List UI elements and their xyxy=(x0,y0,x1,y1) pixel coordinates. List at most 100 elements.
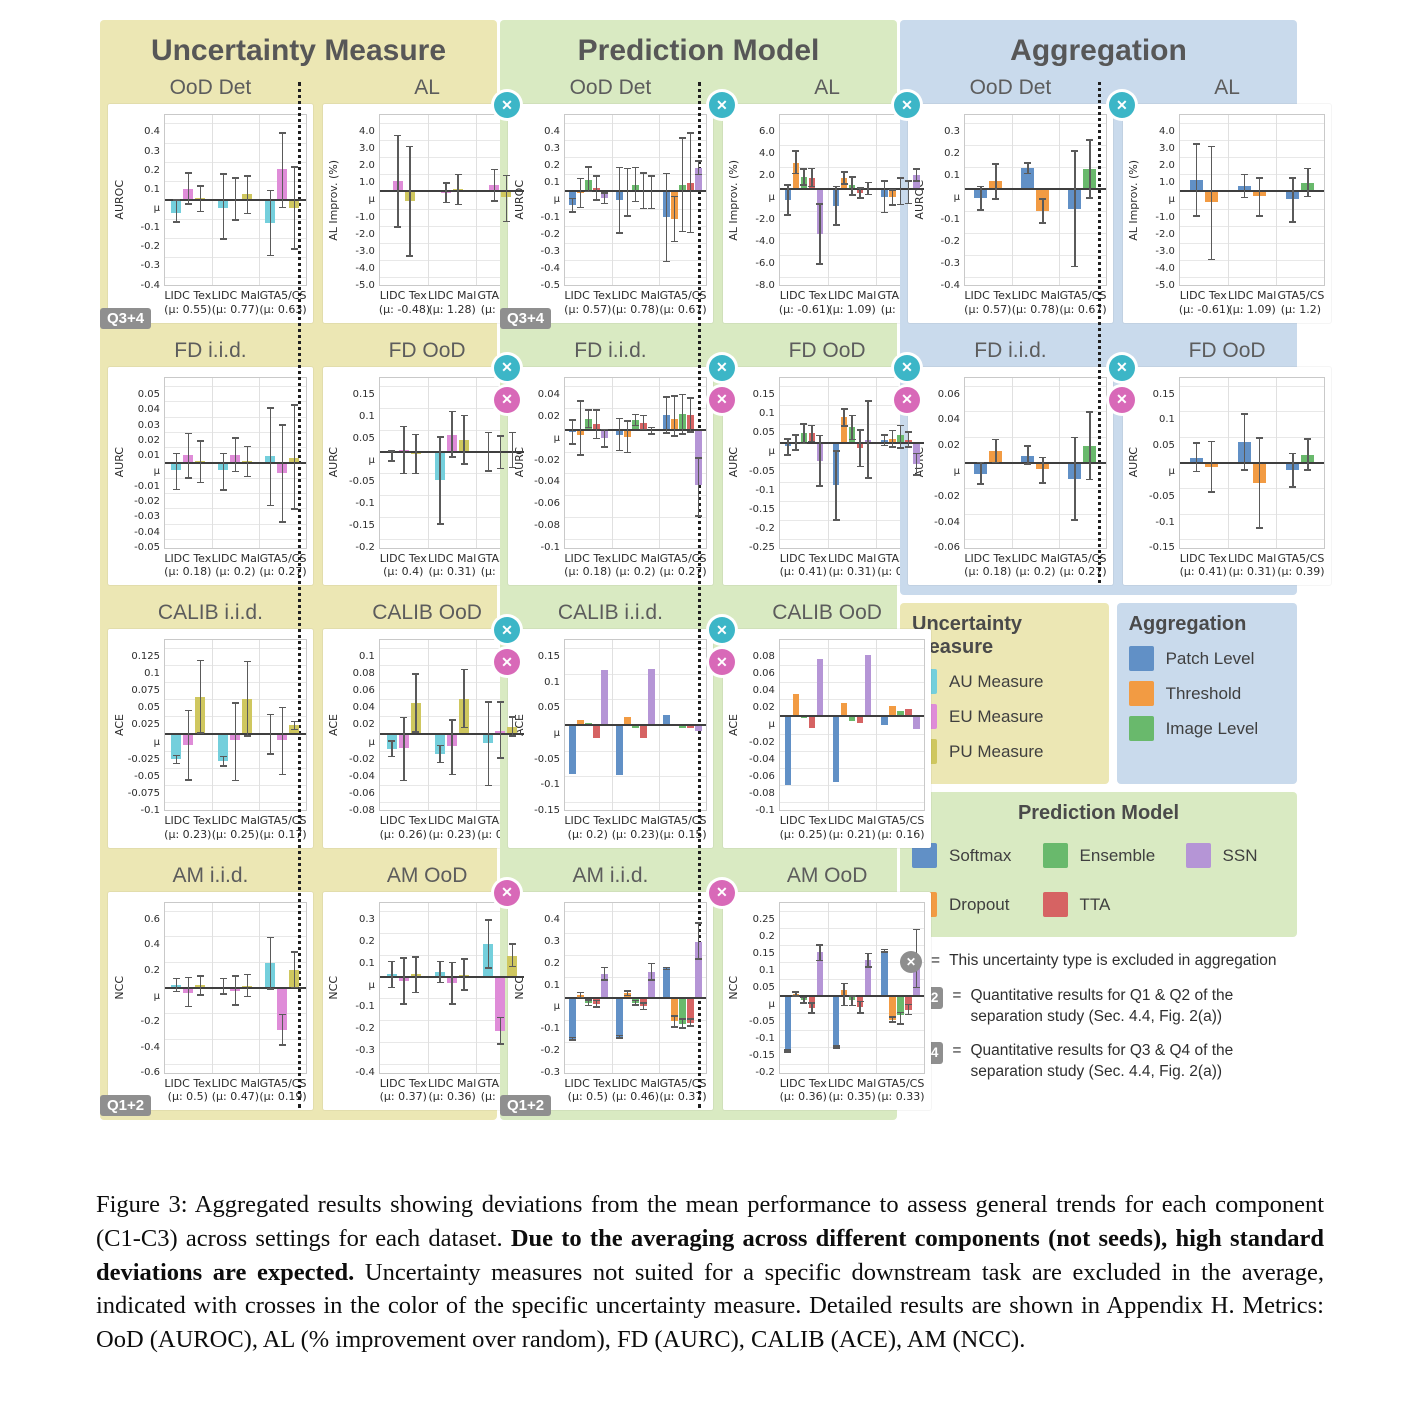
y-tick-label: -0.05 xyxy=(349,476,375,488)
gridline xyxy=(379,801,525,803)
error-bar-cap xyxy=(243,212,251,215)
error-bar-cap xyxy=(266,988,274,990)
error-bar xyxy=(187,173,190,204)
y-tick-label: 4.0 xyxy=(1158,126,1175,138)
error-bar xyxy=(246,974,249,997)
x-category-name: GTA5/CS xyxy=(1059,551,1107,565)
gridline xyxy=(476,902,478,1073)
error-bar-cap xyxy=(816,959,824,962)
y-axis: 0.1 0.08 0.06 0.04 0.02 μ -0.02 -0.04 -0.06 -0.08 xyxy=(341,639,379,815)
gridline xyxy=(828,640,830,810)
error-bar-cap xyxy=(592,199,600,201)
error-bar-cap xyxy=(243,660,251,663)
error-bar-cap xyxy=(1024,445,1032,447)
y-tick-label: 0.05 xyxy=(352,432,375,444)
error-bar xyxy=(603,429,606,448)
error-bar xyxy=(1195,443,1198,472)
error-bar xyxy=(451,962,453,1004)
error-bar xyxy=(571,1037,574,1040)
error-bar-cap xyxy=(888,189,896,191)
y-tick-label: 0.4 xyxy=(144,126,160,138)
error-bar-cap xyxy=(631,413,639,416)
y-tick-label: 0.3 xyxy=(358,913,375,925)
error-bar-cap xyxy=(888,1016,896,1018)
error-bar-cap xyxy=(647,979,655,981)
error-bar xyxy=(634,1000,637,1005)
gridline xyxy=(165,936,306,938)
gridline xyxy=(1179,488,1325,490)
x-category-label: LIDC Tex (μ: 0.37) xyxy=(379,1077,428,1105)
y-axis-label: AUROC xyxy=(512,114,526,286)
error-bar xyxy=(199,186,202,212)
error-bar xyxy=(843,983,845,1006)
chart-frame: ✕ NCC 0.25 0.2 0.15 0.1 0.05 μ -0.05 -0.1 -0.15 -0.… xyxy=(708,879,932,1110)
chart-title: AM i.i.d. xyxy=(572,863,649,887)
error-bar-cap xyxy=(436,523,444,525)
error-bar-cap xyxy=(231,779,239,782)
excluded-cyan-cross-icon: ✕ xyxy=(708,617,735,643)
y-tick-label: μ xyxy=(553,194,560,206)
mu-baseline xyxy=(379,190,525,193)
gridline xyxy=(565,157,706,159)
error-bar-cap xyxy=(848,414,856,417)
y-tick-label: 0.1 xyxy=(358,651,375,663)
error-bar xyxy=(1258,437,1261,528)
gridline xyxy=(1179,539,1325,541)
y-tick-label: -0.1 xyxy=(540,779,560,791)
error-bar-cap xyxy=(1207,440,1215,443)
column-divider xyxy=(697,82,701,1108)
gridline xyxy=(565,910,706,912)
error-bar-cap xyxy=(864,952,872,955)
error-bar-cap xyxy=(1304,167,1312,170)
gridline xyxy=(779,978,925,980)
error-bar xyxy=(795,434,797,451)
error-bar-cap xyxy=(1241,173,1249,176)
x-axis-labels: LIDC Tex (μ: 0.57) LIDC Mal (μ: 0.78) GTA5/C… xyxy=(564,289,707,317)
error-bar xyxy=(451,411,453,458)
excluded-note-text: This uncertainty type is excluded in agg… xyxy=(949,952,1277,969)
error-bar-cap xyxy=(912,452,920,455)
y-tick-label: -0.04 xyxy=(134,526,160,538)
x-category-name: LIDC Tex xyxy=(564,814,612,827)
error-bar-cap xyxy=(412,433,420,436)
gridline xyxy=(828,377,830,548)
y-tick-label: 0.1 xyxy=(544,177,560,189)
gridline xyxy=(379,140,525,142)
y-tick-label: -0.4 xyxy=(940,279,960,291)
y-tick-label: -0.15 xyxy=(534,804,560,816)
y-axis-label: AURC xyxy=(112,377,126,549)
x-category-label: LIDC Tex (μ: 0.4) xyxy=(379,552,428,580)
error-bar xyxy=(1089,139,1091,199)
x-category-label: LIDC Mal (μ: 0.31) xyxy=(428,552,477,580)
error-bar xyxy=(650,427,653,435)
gridline xyxy=(1179,411,1325,413)
error-bar xyxy=(403,957,405,1004)
bar-softmax xyxy=(616,998,623,1037)
x-category-mean: (μ: 0.67) xyxy=(1059,302,1107,316)
gridline xyxy=(379,932,525,934)
y-tick-label: μ xyxy=(768,999,775,1010)
error-bar xyxy=(175,453,178,490)
bar-eu xyxy=(495,976,506,1031)
error-bar-cap xyxy=(460,414,468,417)
gridline xyxy=(1179,276,1325,278)
y-axis-label-text: AL Improv. (%) xyxy=(727,159,741,241)
error-bar xyxy=(915,168,917,181)
agg-legend: Aggregation Patch Level Threshold Image Lev… xyxy=(1116,603,1297,784)
y-tick-label: 0.03 xyxy=(137,419,160,431)
error-bar xyxy=(222,453,225,491)
error-bar xyxy=(1089,412,1091,480)
x-category-name: LIDC Tex xyxy=(779,1076,827,1090)
plot-area xyxy=(1178,114,1326,286)
error-bar-cap xyxy=(992,198,1000,200)
gridline xyxy=(611,902,613,1073)
bar-tta xyxy=(687,998,694,1023)
error-bar-cap xyxy=(219,489,227,491)
gridline xyxy=(779,1030,925,1032)
excluded-magenta-cross-icon: ✕ xyxy=(494,879,520,906)
plot-column xyxy=(1178,114,1326,286)
y-tick-label: -4.0 xyxy=(755,235,775,247)
gridline xyxy=(379,123,525,125)
error-bar-cap xyxy=(832,185,840,188)
error-bar-cap xyxy=(832,519,840,521)
